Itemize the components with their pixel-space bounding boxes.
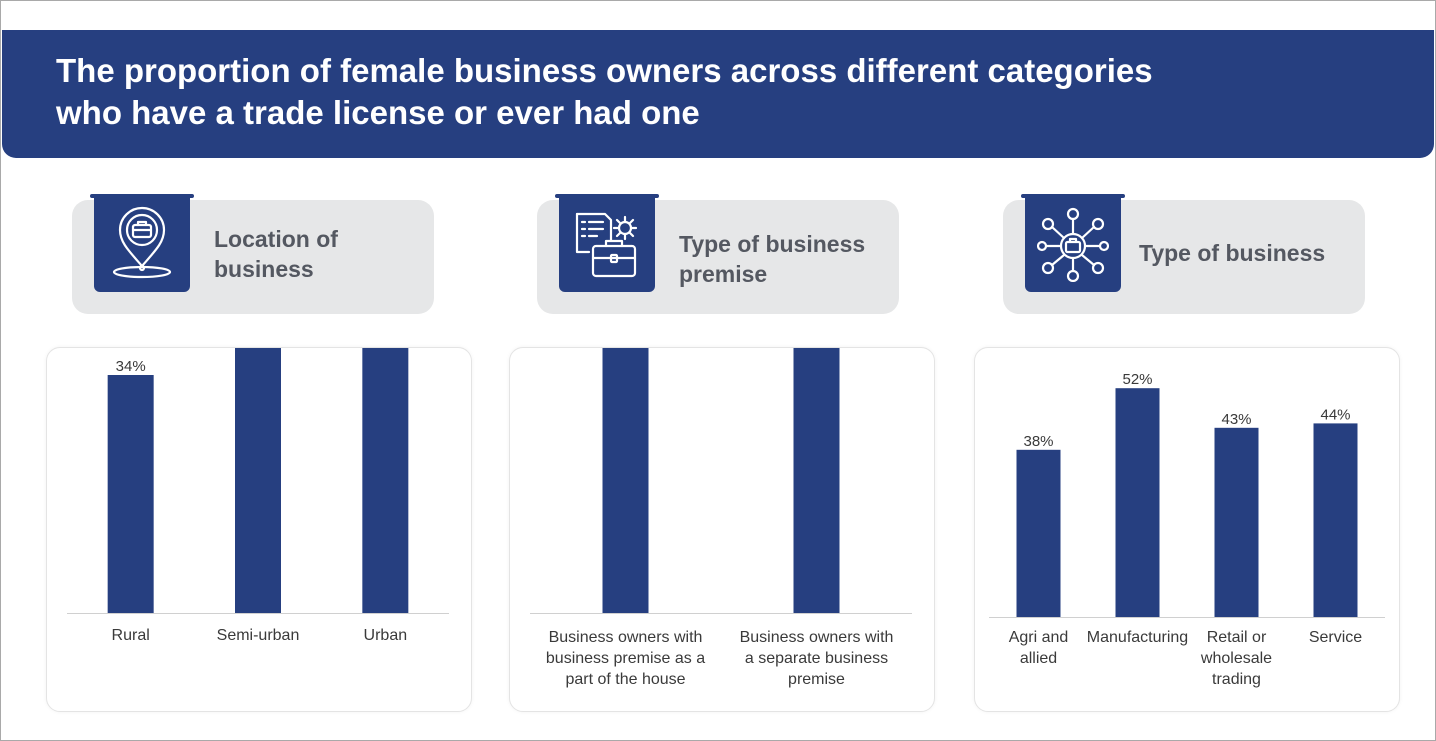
tick-label: Retail or: [1207, 629, 1267, 646]
tick-label: Business owners with: [740, 629, 894, 646]
tick-label: Business owners with: [549, 629, 703, 646]
category-label: Location of business: [214, 224, 429, 284]
data-label: 38%: [1023, 433, 1053, 450]
bar: [602, 348, 649, 613]
bar: [362, 348, 409, 613]
bar: [793, 348, 840, 613]
bar-chart-location: 34%Rural40%Semi-urban48%Urban: [67, 348, 449, 644]
category-badge: [90, 194, 194, 292]
tick-label: Agri and: [1009, 629, 1069, 646]
tick-label: a separate business: [745, 650, 888, 667]
category-label-line-1: Type of business: [1139, 240, 1326, 266]
tick-label: Semi-urban: [217, 627, 300, 644]
location-briefcase-icon: [112, 206, 172, 279]
bar: [235, 348, 281, 613]
category-label-line-2: business: [214, 256, 314, 282]
tick-label: wholesale: [1200, 650, 1272, 667]
bar: [1115, 388, 1160, 617]
tick-label: premise: [788, 671, 845, 688]
data-label: 52%: [1122, 371, 1152, 388]
bar: [107, 375, 154, 613]
category-label-line-1: Location of: [214, 226, 338, 252]
bar: [1214, 427, 1259, 617]
title-line-1: The proportion of female business owners…: [56, 52, 1153, 89]
tick-label: part of the house: [565, 671, 685, 688]
title-banner: [2, 30, 1434, 158]
data-label: 34%: [116, 358, 146, 375]
title-line-2: who have a trade license or ever had one: [56, 94, 700, 131]
tick-label: Manufacturing: [1087, 629, 1188, 646]
category-card-type: Type of business: [1003, 194, 1365, 314]
category-badge: [1021, 194, 1125, 292]
category-card-premise: Type of business premise: [537, 194, 899, 314]
bar: [1016, 449, 1061, 617]
documents-briefcase-icon: [575, 212, 638, 278]
category-label-line-2: premise: [679, 261, 768, 287]
tick-label: allied: [1020, 650, 1057, 667]
tick-label: Service: [1309, 629, 1362, 646]
category-label: Type of business premise: [679, 229, 894, 289]
bar: [1313, 423, 1358, 617]
data-label: 43%: [1221, 411, 1251, 428]
data-label: 44%: [1320, 406, 1350, 423]
network-briefcase-icon: [1037, 207, 1109, 282]
tick-label: Rural: [112, 627, 150, 644]
category-card-location: Location of business: [72, 194, 434, 314]
page-title: The proportion of female business owners…: [56, 50, 1306, 134]
chart-card-location: 34%Rural40%Semi-urban48%Urban: [46, 347, 472, 712]
bar-chart-type: 38% Agri and allied 52% Manufacturing 43% Reta…: [989, 371, 1385, 688]
category-badge: [555, 194, 659, 292]
category-label: Type of business: [1139, 238, 1354, 268]
tick-label: business premise as a: [546, 650, 705, 667]
chart-card-type: 38% Agri and allied 52% Manufacturing 43% Reta…: [974, 347, 1400, 712]
category-label-line-1: Type of business: [679, 231, 866, 257]
tick-label: Urban: [364, 627, 408, 644]
tick-label: trading: [1212, 671, 1261, 688]
